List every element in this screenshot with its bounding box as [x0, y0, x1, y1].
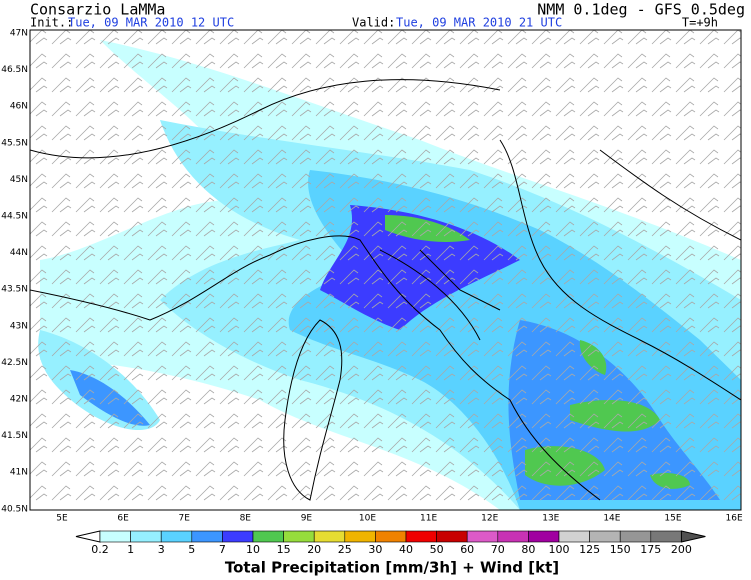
lat-label: 42.5N: [1, 358, 28, 368]
colorbar-label: 80: [521, 543, 535, 556]
colorbar-box: [313, 530, 346, 543]
lat-label: 43N: [10, 321, 28, 331]
lon-label: 7E: [178, 514, 190, 524]
lon-label: 12E: [481, 514, 498, 524]
lon-label: 15E: [664, 514, 681, 524]
lon-label: 13E: [542, 514, 559, 524]
map-frame: [29, 29, 742, 511]
colorbar-box: [222, 530, 254, 543]
lat-label: 41.5N: [1, 431, 28, 441]
colorbar-label: 7: [219, 543, 226, 556]
colorbar-box: [528, 530, 560, 543]
lon-label: 5E: [56, 514, 68, 524]
colorbar-box: [252, 530, 284, 543]
colorbar-label: 15: [277, 543, 291, 556]
lat-label: 45.5N: [1, 138, 28, 148]
lat-label: 40.5N: [1, 504, 28, 514]
colorbar-label: 175: [640, 543, 661, 556]
colorbar-end: [680, 530, 706, 543]
colorbar-box: [466, 530, 499, 543]
colorbar-label: 5: [188, 543, 195, 556]
colorbar-box: [558, 530, 590, 543]
colorbar-end: [75, 530, 101, 543]
colorbar-label: 30: [368, 543, 382, 556]
colorbar-box: [619, 530, 652, 543]
lon-label: 11E: [420, 514, 437, 524]
colorbar-label: 3: [158, 543, 165, 556]
lat-label: 41N: [10, 468, 28, 478]
colorbar-label: 25: [338, 543, 352, 556]
lat-label: 42N: [10, 395, 28, 405]
colorbar-label: 50: [430, 543, 444, 556]
colorbar-box: [405, 530, 437, 543]
valid-label: Valid:: [352, 16, 395, 30]
colorbar-box: [283, 530, 315, 543]
colorbar-box: [160, 530, 193, 543]
lat-label: 44.5N: [1, 212, 28, 222]
colorbar-box: [99, 530, 131, 543]
colorbar-box: [436, 530, 468, 543]
colorbar-box: [344, 530, 376, 543]
colorbar-box: [191, 530, 223, 543]
forecast-step: T=+9h: [682, 16, 718, 30]
init-label: Init.:: [30, 16, 73, 30]
colorbar-box: [130, 530, 162, 543]
colorbar-label: 10: [246, 543, 260, 556]
colorbar-label: 70: [491, 543, 505, 556]
lon-label: 9E: [301, 514, 313, 524]
lon-label: 10E: [359, 514, 376, 524]
lon-label: 16E: [726, 514, 743, 524]
lat-label: 43.5N: [1, 285, 28, 295]
organization: Consarzio LaMMa: [30, 1, 165, 19]
lat-label: 47N: [10, 29, 28, 39]
colorbar-box: [589, 530, 621, 543]
lat-label: 44N: [10, 248, 28, 258]
lat-label: 45N: [10, 175, 28, 185]
colorbar-label: 200: [671, 543, 692, 556]
lon-label: 8E: [240, 514, 252, 524]
colorbar-label: 20: [307, 543, 321, 556]
init-value: Tue, 09 MAR 2010 12 UTC: [68, 16, 234, 30]
colorbar-label: 40: [399, 543, 413, 556]
colorbar-label: 100: [549, 543, 570, 556]
lon-label: 6E: [117, 514, 129, 524]
colorbar-box: [650, 530, 682, 543]
colorbar-label: 1: [127, 543, 134, 556]
model: NMM 0.1deg - GFS 0.5deg: [537, 1, 745, 19]
colorbar-label: 150: [610, 543, 631, 556]
colorbar-label: 60: [460, 543, 474, 556]
valid-value: Tue, 09 MAR 2010 21 UTC: [396, 16, 562, 30]
lat-label: 46N: [10, 102, 28, 112]
colorbar-title: Total Precipitation [mm/3h] + Wind [kt]: [225, 559, 559, 577]
lon-label: 14E: [603, 514, 620, 524]
colorbar-label: 0.2: [91, 543, 109, 556]
lat-label: 46.5N: [1, 65, 28, 75]
colorbar-label: 125: [579, 543, 600, 556]
map-area: [30, 30, 741, 510]
colorbar-box: [497, 530, 529, 543]
colorbar-box: [375, 530, 407, 543]
